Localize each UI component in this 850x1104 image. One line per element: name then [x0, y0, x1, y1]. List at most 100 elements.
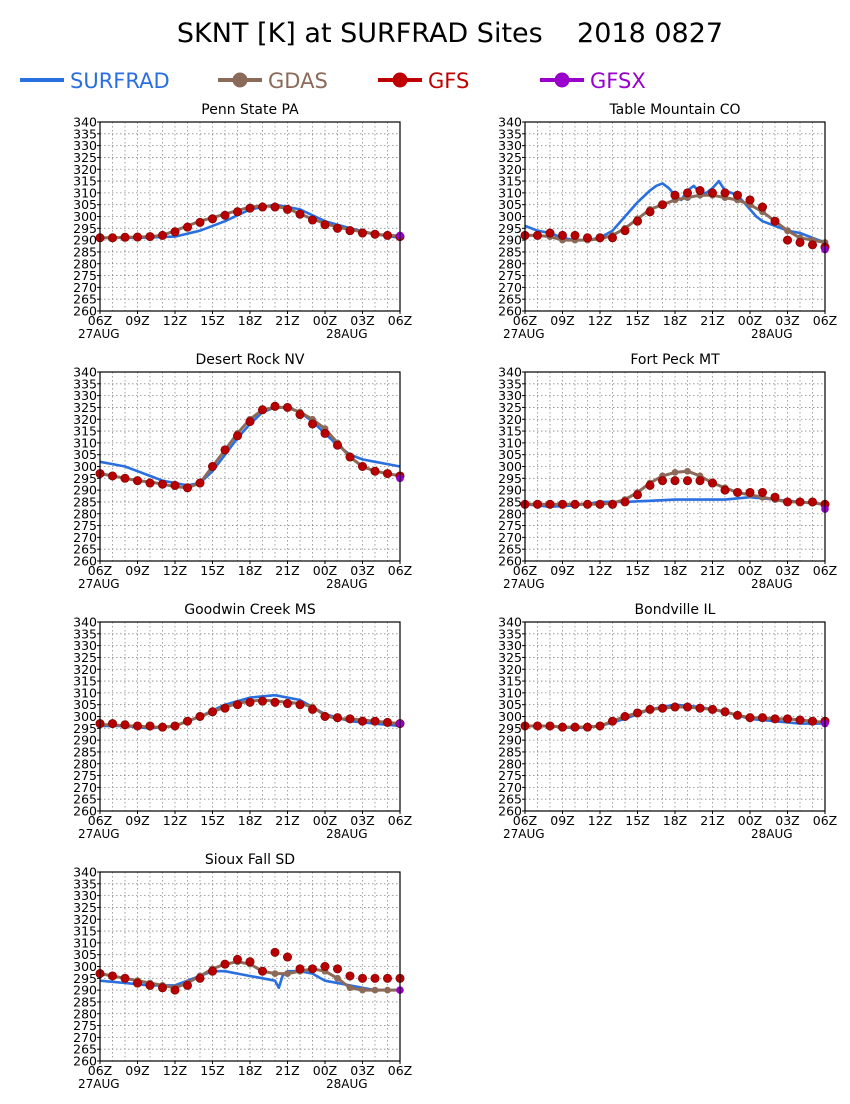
y-tick-label: 295 [73, 221, 97, 236]
gfs-point [670, 702, 680, 712]
y-tick-label: 265 [73, 792, 97, 807]
gfs-point [670, 476, 680, 486]
gfs-point [145, 721, 155, 731]
gfs-point [382, 230, 392, 240]
x-date-label: 27AUG [78, 577, 120, 591]
plot-frame [524, 621, 826, 812]
gfs-point [545, 499, 555, 509]
x-tick-label: 21Z [700, 563, 724, 578]
gfs-point [782, 497, 792, 507]
y-tick-label: 275 [73, 518, 97, 533]
x-tick-label: 06Z [88, 313, 112, 328]
x-tick-label: 06Z [513, 813, 537, 828]
x-tick-label: 00Z [738, 563, 762, 578]
x-tick-label: 18Z [238, 1063, 262, 1078]
gfs-point [382, 469, 392, 479]
gfs-point [108, 719, 118, 729]
gfs-point [620, 497, 630, 507]
gfs-point [307, 704, 317, 714]
x-tick-label: 03Z [350, 313, 374, 328]
y-tick-label: 315 [498, 424, 522, 439]
gfs-point [145, 232, 155, 242]
figure-title: SKNT [K] at SURFRAD Sites 2018 0827 [177, 18, 723, 49]
y-tick-label: 265 [73, 292, 97, 307]
series-surfrad-line [99, 969, 400, 992]
gfs-point [245, 697, 255, 707]
legend: SURFRAD GDAS GFS GFSX [20, 69, 646, 93]
gfs-point [545, 228, 555, 238]
y-tick-label: 290 [498, 733, 522, 748]
gfs-point [370, 973, 380, 983]
gfs-point [133, 476, 143, 486]
gfs-point [370, 466, 380, 476]
y-tick-label: 310 [73, 685, 97, 700]
gfs-point [158, 230, 168, 240]
x-tick-label: 09Z [125, 563, 149, 578]
y-tick-label: 320 [498, 662, 522, 677]
y-tick-label: 260 [73, 554, 97, 569]
gfs-point [295, 410, 305, 420]
panel-table-mountain-co: Table Mountain CO 26026527027528028529029… [498, 102, 837, 341]
y-tick-label: 300 [498, 209, 522, 224]
gfs-point [807, 497, 817, 507]
y-tick-label: 280 [498, 506, 522, 521]
x-tick-label: 09Z [125, 313, 149, 328]
x-tick-label: 06Z [388, 563, 412, 578]
panel-penn-state-pa: Penn State PA 260265270275280285290295300… [73, 102, 412, 341]
y-tick-label: 325 [498, 400, 522, 415]
x-tick-label: 15Z [200, 563, 224, 578]
y-tick-label: 335 [73, 626, 97, 641]
gfs-point [108, 971, 118, 981]
gfs-point [657, 200, 667, 210]
y-tick-label: 290 [73, 233, 97, 248]
y-tick-label: 325 [498, 650, 522, 665]
x-tick-label: 09Z [125, 813, 149, 828]
gfs-point [220, 703, 230, 713]
y-tick-label: 285 [498, 494, 522, 509]
x-tick-label: 12Z [163, 1063, 187, 1078]
gfs-point [295, 964, 305, 974]
y-tick-label: 260 [73, 304, 97, 319]
gfs-point [195, 217, 205, 227]
y-tick-label: 285 [498, 244, 522, 259]
legend-label-gdas: GDAS [268, 69, 328, 93]
x-tick-label: 18Z [238, 813, 262, 828]
gfs-point [233, 431, 243, 441]
x-tick-label: 06Z [513, 313, 537, 328]
y-tick-label: 280 [498, 256, 522, 271]
gfs-point [607, 233, 617, 243]
y-tick-label: 330 [498, 638, 522, 653]
y-tick-label: 295 [498, 471, 522, 486]
gfs-point [357, 973, 367, 983]
gfs-point [757, 202, 767, 212]
gfs-point [545, 721, 555, 731]
plot-frame [99, 121, 401, 312]
x-tick-label: 21Z [275, 1063, 299, 1078]
x-tick-label: 03Z [775, 813, 799, 828]
x-tick-label: 00Z [313, 563, 337, 578]
panel-title: Goodwin Creek MS [184, 602, 316, 618]
x-tick-label: 12Z [163, 813, 187, 828]
gfs-point [557, 230, 567, 240]
gfs-point [295, 209, 305, 219]
x-tick-label: 06Z [88, 813, 112, 828]
x-tick-label: 06Z [813, 563, 837, 578]
x-tick-label: 09Z [550, 813, 574, 828]
gfs-point [570, 230, 580, 240]
gfs-point [532, 230, 542, 240]
x-date-label: 27AUG [503, 827, 545, 841]
gfs-point [208, 461, 218, 471]
y-tick-label: 310 [73, 935, 97, 950]
gfs-point [557, 722, 567, 732]
gfs-point [133, 978, 143, 988]
gfs-point [120, 473, 130, 483]
y-tick-label: 315 [73, 674, 97, 689]
gfs-point [757, 713, 767, 723]
y-tick-label: 275 [498, 518, 522, 533]
gfs-point [120, 720, 130, 730]
gfs-point [220, 959, 230, 969]
y-tick-label: 325 [73, 150, 97, 165]
y-tick-label: 305 [73, 697, 97, 712]
y-tick-label: 295 [73, 971, 97, 986]
